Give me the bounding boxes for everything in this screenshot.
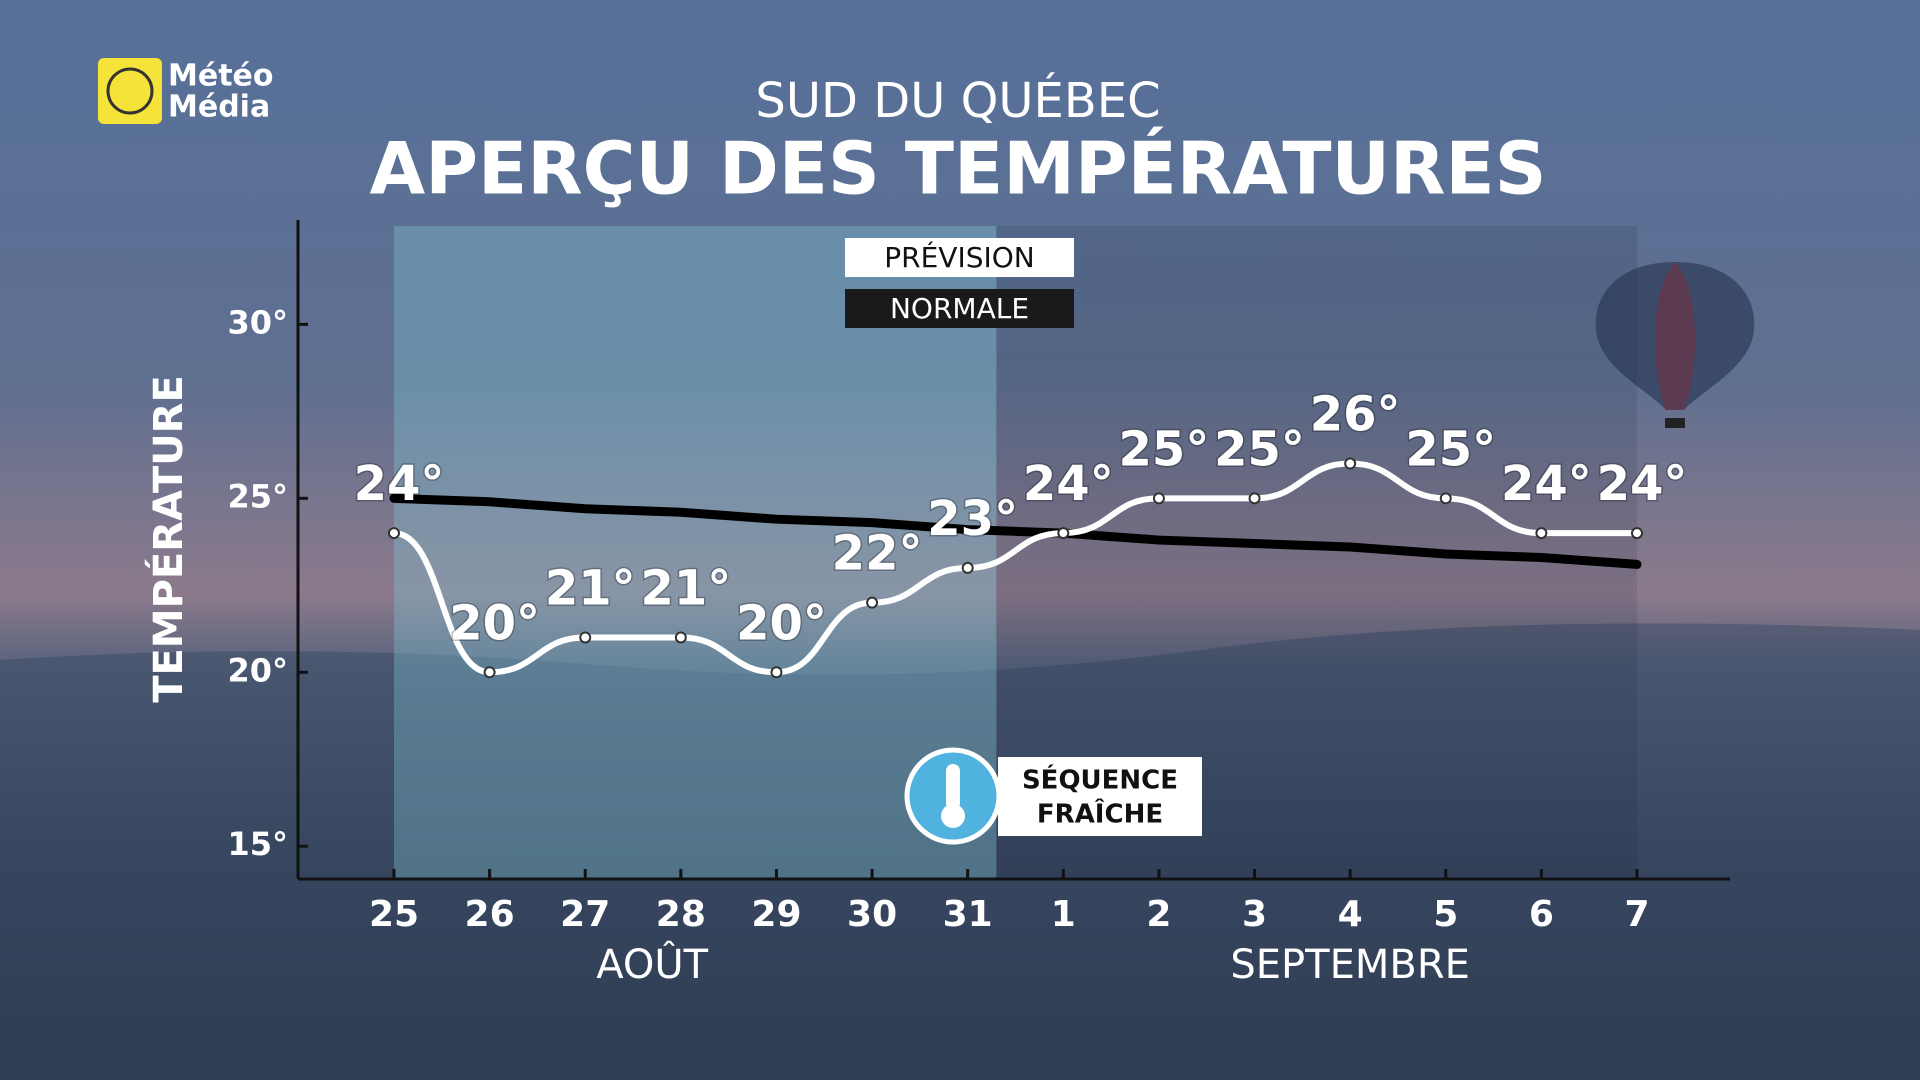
annotation-box	[998, 757, 1202, 836]
data-label: 22°	[832, 526, 923, 582]
x-tick-label: 5	[1433, 894, 1458, 935]
legend-label: NORMALE	[890, 292, 1029, 325]
data-label: 21°	[545, 560, 636, 616]
data-point	[1248, 492, 1261, 505]
x-tick-label: 29	[751, 894, 801, 935]
annotation-text: FRAÎCHE	[1037, 798, 1163, 830]
data-point	[674, 631, 687, 644]
legend-swatch	[845, 289, 1074, 328]
y-tick-label: 15°	[227, 825, 288, 863]
chart-subtitle: SUD DU QUÉBEC	[755, 72, 1160, 129]
data-label: 23°	[927, 491, 1018, 547]
hills	[0, 623, 1920, 1080]
y-tick-label: 20°	[227, 651, 288, 689]
data-label: 26°	[1310, 387, 1401, 443]
y-axis-label: TEMPÉRATURE	[144, 375, 192, 703]
x-tick-label: 3	[1242, 894, 1267, 935]
x-tick-label: 28	[656, 894, 706, 935]
data-label: 25°	[1405, 421, 1496, 477]
data-point	[388, 527, 400, 540]
x-tick-label: 27	[560, 894, 610, 935]
x-tick-label: 25	[369, 894, 419, 935]
data-point	[1344, 457, 1357, 470]
data-label: 21°	[640, 560, 731, 616]
series-line	[389, 493, 1642, 569]
logo-text: Météo	[168, 59, 274, 94]
x-tick-label: 2	[1146, 894, 1171, 935]
month-label: AOÛT	[596, 940, 708, 988]
legend-swatch	[845, 238, 1074, 277]
data-point	[1057, 527, 1070, 540]
data-point	[579, 631, 592, 644]
data-point	[1535, 527, 1548, 540]
data-point	[1152, 492, 1165, 505]
data-label: 24°	[354, 456, 445, 512]
data-label: 25°	[1214, 421, 1305, 477]
y-tick-label: 30°	[227, 303, 288, 341]
x-tick-label: 4	[1338, 894, 1363, 935]
series-line	[391, 460, 1640, 676]
x-tick-label: 7	[1624, 894, 1649, 935]
data-point	[483, 666, 496, 679]
y-tick-label: 25°	[227, 477, 288, 515]
logo-text: Média	[168, 90, 270, 125]
data-label: 25°	[1119, 421, 1210, 477]
logo-globe	[106, 67, 154, 115]
annotation-icon-stem	[946, 764, 960, 810]
data-label: 24°	[1023, 456, 1114, 512]
data-label: 24°	[1501, 456, 1592, 512]
data-point	[770, 666, 783, 679]
x-tick-label: 30	[847, 894, 897, 935]
x-tick-label: 26	[465, 894, 515, 935]
x-tick-label: 31	[943, 894, 993, 935]
x-tick-label: 6	[1529, 894, 1554, 935]
legend-label: PRÉVISION	[884, 240, 1034, 274]
annotation-text: SÉQUENCE	[1022, 764, 1178, 796]
month-label: SEPTEMBRE	[1230, 942, 1470, 988]
balloon	[1595, 262, 1755, 428]
x-tick-label: 1	[1051, 894, 1076, 935]
highlight-region	[394, 226, 997, 879]
data-point	[961, 561, 974, 574]
data-label: 20°	[449, 595, 540, 651]
data-label: 20°	[736, 595, 827, 651]
data-point	[1439, 492, 1452, 505]
data-label: 24°	[1597, 456, 1688, 512]
data-point	[866, 596, 879, 609]
data-point	[1631, 527, 1643, 540]
chart-title: APERÇU DES TEMPÉRATURES	[370, 127, 1547, 211]
annotation-icon-bulb	[941, 804, 965, 828]
